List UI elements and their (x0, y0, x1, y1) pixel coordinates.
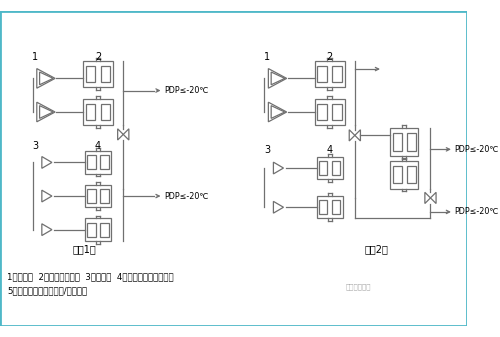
Bar (319, 161, 328, 175)
Bar (85, 218, 111, 241)
Text: PDP≤-20℃: PDP≤-20℃ (164, 86, 208, 95)
Bar (332, 161, 340, 175)
Bar (88, 223, 96, 237)
Text: 3: 3 (32, 141, 38, 151)
Bar (88, 155, 96, 170)
Text: PDP≤-20℃: PDP≤-20℃ (454, 207, 499, 216)
Text: 3: 3 (264, 145, 270, 155)
Bar (316, 196, 342, 218)
Bar (100, 66, 110, 82)
Bar (318, 66, 327, 82)
Bar (318, 104, 327, 120)
Bar (390, 160, 418, 189)
Bar (88, 189, 96, 203)
Text: （图2）: （图2） (364, 244, 388, 254)
Text: 1: 1 (264, 52, 270, 62)
Bar (407, 133, 416, 151)
Text: 4: 4 (95, 141, 101, 151)
Text: 2: 2 (95, 52, 101, 62)
Bar (316, 157, 342, 179)
Bar (332, 66, 342, 82)
Bar (86, 66, 96, 82)
Bar (390, 128, 418, 156)
Text: 5）低负荷干燥器（无热/外加热）: 5）低负荷干燥器（无热/外加热） (8, 287, 87, 296)
Text: PDP≤-20℃: PDP≤-20℃ (164, 191, 208, 201)
Bar (393, 133, 402, 151)
Bar (319, 200, 328, 214)
Text: 1）离心机  2）压缩热干燥器  3）螺杆机  4）鼓风热外加热干燥器: 1）离心机 2）压缩热干燥器 3）螺杆机 4）鼓风热外加热干燥器 (8, 273, 174, 282)
Bar (86, 104, 96, 120)
Bar (83, 61, 113, 87)
Bar (85, 151, 111, 174)
Bar (314, 99, 344, 125)
Text: 4: 4 (326, 145, 332, 155)
Bar (100, 155, 109, 170)
Bar (85, 185, 111, 207)
Bar (407, 166, 416, 183)
Text: 1: 1 (32, 52, 38, 62)
Bar (83, 99, 113, 125)
Bar (393, 166, 402, 183)
Text: （图1）: （图1） (72, 244, 96, 254)
Text: PDP≤-20℃: PDP≤-20℃ (454, 145, 499, 154)
Bar (100, 104, 110, 120)
Text: 2: 2 (326, 52, 332, 62)
Bar (332, 200, 340, 214)
Bar (314, 61, 344, 87)
Bar (100, 223, 109, 237)
Bar (100, 189, 109, 203)
Text: 中国压缩机网: 中国压缩机网 (346, 283, 371, 290)
Bar (332, 104, 342, 120)
